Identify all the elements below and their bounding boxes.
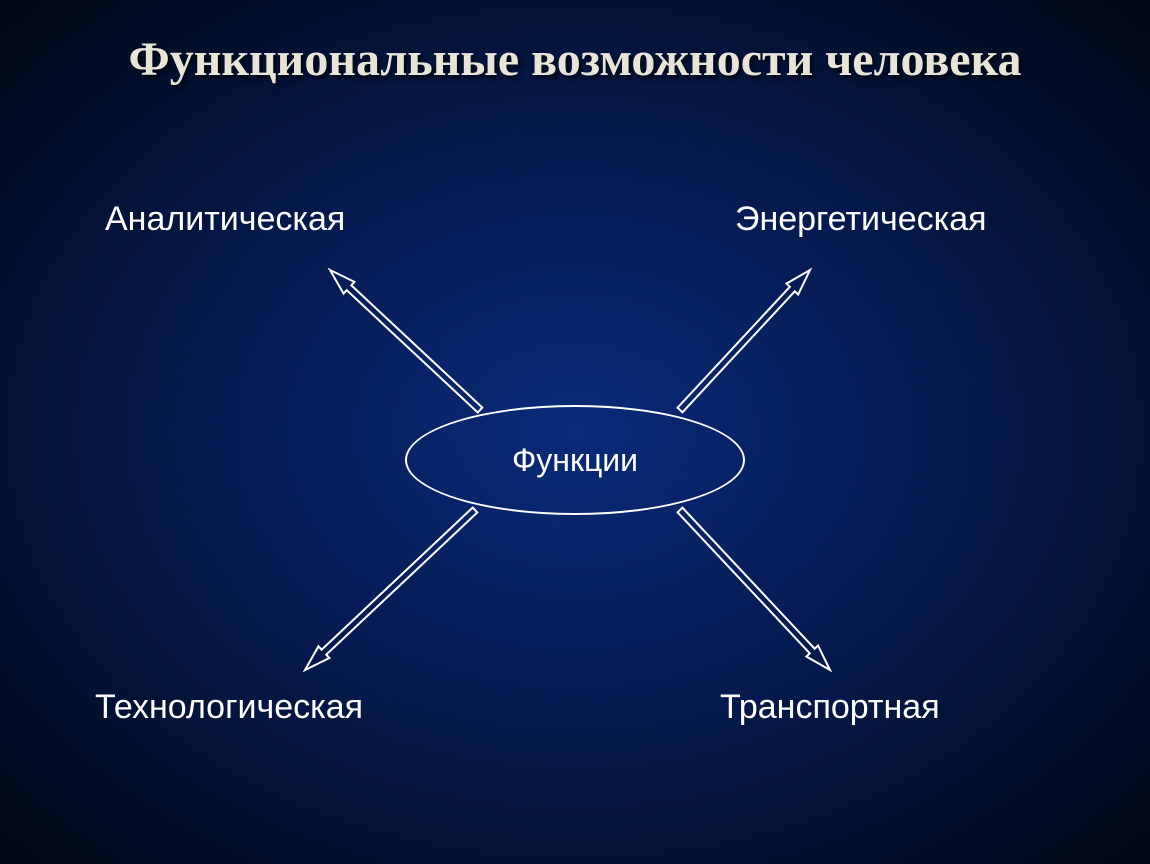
node-transport: Транспортная	[720, 688, 940, 727]
slide-title: Функциональные возможности человека	[0, 30, 1150, 90]
center-ellipse: Функции	[405, 405, 745, 515]
node-technological: Технологическая	[95, 688, 363, 727]
node-energetic: Энергетическая	[735, 200, 987, 239]
center-label: Функции	[512, 442, 638, 479]
node-analytical: Аналитическая	[105, 200, 345, 239]
